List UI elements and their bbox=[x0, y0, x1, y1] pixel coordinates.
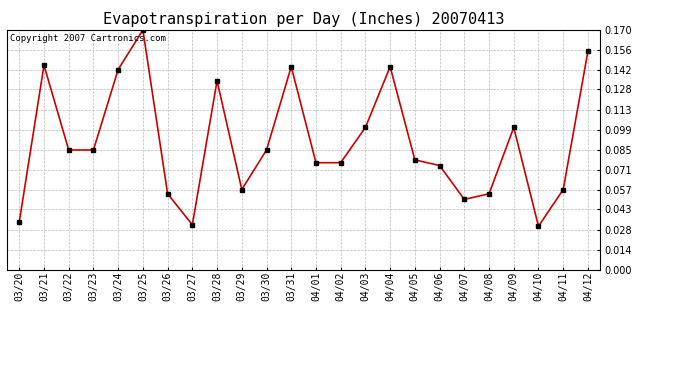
Title: Evapotranspiration per Day (Inches) 20070413: Evapotranspiration per Day (Inches) 2007… bbox=[103, 12, 504, 27]
Text: Copyright 2007 Cartronics.com: Copyright 2007 Cartronics.com bbox=[10, 34, 166, 43]
